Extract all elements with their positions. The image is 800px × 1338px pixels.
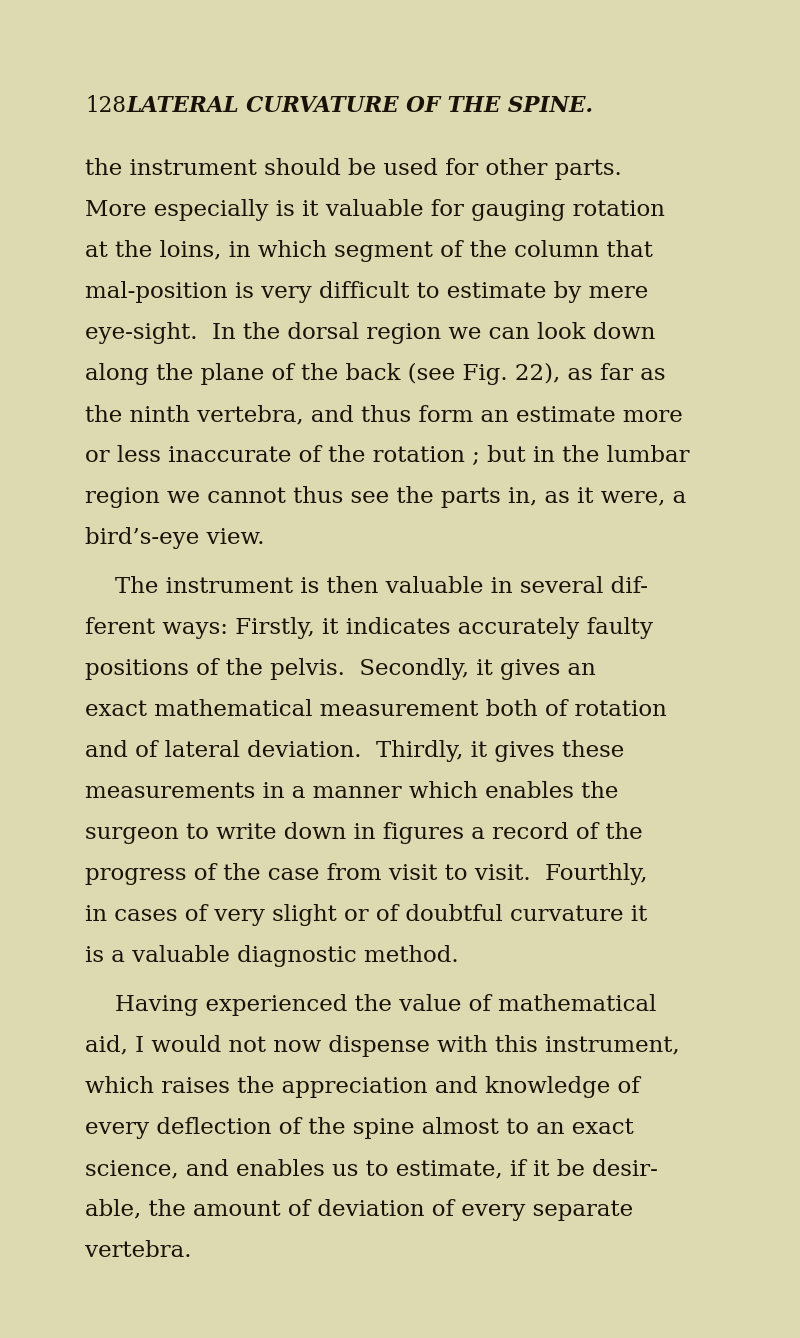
Text: the instrument should be used for other parts.: the instrument should be used for other … <box>85 158 622 181</box>
Text: positions of the pelvis.  Secondly, it gives an: positions of the pelvis. Secondly, it gi… <box>85 658 596 680</box>
Text: able, the amount of deviation of every separate: able, the amount of deviation of every s… <box>85 1199 633 1222</box>
Text: vertebra.: vertebra. <box>85 1240 191 1262</box>
Text: The instrument is then valuable in several dif-: The instrument is then valuable in sever… <box>115 575 648 598</box>
Text: bird’s-eye view.: bird’s-eye view. <box>85 527 265 549</box>
Text: in cases of very slight or of doubtful curvature it: in cases of very slight or of doubtful c… <box>85 904 647 926</box>
Text: which raises the appreciation and knowledge of: which raises the appreciation and knowle… <box>85 1076 640 1098</box>
Text: surgeon to write down in figures a record of the: surgeon to write down in figures a recor… <box>85 822 642 844</box>
Text: is a valuable diagnostic method.: is a valuable diagnostic method. <box>85 945 458 967</box>
Text: measurements in a manner which enables the: measurements in a manner which enables t… <box>85 781 618 803</box>
Text: Having experienced the value of mathematical: Having experienced the value of mathemat… <box>115 994 656 1016</box>
Text: eye-sight.  In the dorsal region we can look down: eye-sight. In the dorsal region we can l… <box>85 322 655 344</box>
Text: and of lateral deviation.  Thirdly, it gives these: and of lateral deviation. Thirdly, it gi… <box>85 740 624 763</box>
Text: or less inaccurate of the rotation ; but in the lumbar: or less inaccurate of the rotation ; but… <box>85 446 690 467</box>
Text: mal-position is very difficult to estimate by mere: mal-position is very difficult to estima… <box>85 281 648 302</box>
Text: along the plane of the back (see Fig. 22), as far as: along the plane of the back (see Fig. 22… <box>85 363 666 385</box>
Text: science, and enables us to estimate, if it be desir-: science, and enables us to estimate, if … <box>85 1157 658 1180</box>
Text: 128: 128 <box>85 95 126 116</box>
Text: More especially is it valuable for gauging rotation: More especially is it valuable for gaugi… <box>85 199 665 221</box>
Text: the ninth vertebra, and thus form an estimate more: the ninth vertebra, and thus form an est… <box>85 404 682 425</box>
Text: at the loins, in which segment of the column that: at the loins, in which segment of the co… <box>85 240 653 262</box>
Text: exact mathematical measurement both of rotation: exact mathematical measurement both of r… <box>85 698 666 721</box>
Text: region we cannot thus see the parts in, as it were, a: region we cannot thus see the parts in, … <box>85 486 686 508</box>
Text: ferent ways: Firstly, it indicates accurately faulty: ferent ways: Firstly, it indicates accur… <box>85 617 653 640</box>
Text: LATERAL CURVATURE OF THE SPINE.: LATERAL CURVATURE OF THE SPINE. <box>127 95 594 116</box>
Text: aid, I would not now dispense with this instrument,: aid, I would not now dispense with this … <box>85 1036 680 1057</box>
Text: progress of the case from visit to visit.  Fourthly,: progress of the case from visit to visit… <box>85 863 647 884</box>
Text: every deflection of the spine almost to an exact: every deflection of the spine almost to … <box>85 1117 634 1139</box>
